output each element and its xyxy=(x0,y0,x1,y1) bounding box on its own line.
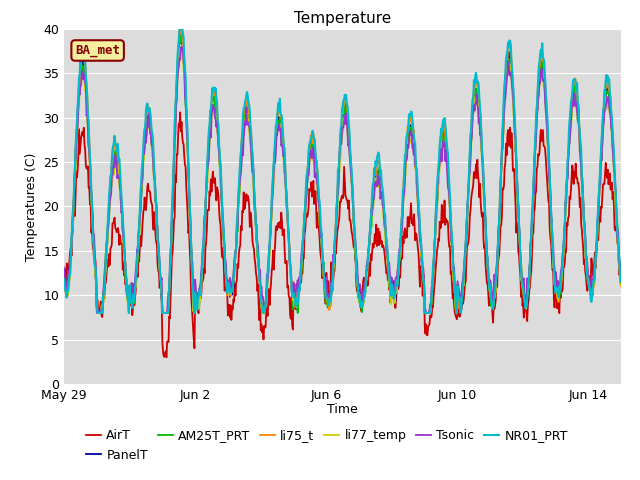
li77_temp xyxy=(60,275,68,281)
AirT xyxy=(397,259,404,264)
Y-axis label: Temperatures (C): Temperatures (C) xyxy=(25,152,38,261)
li77_temp xyxy=(173,77,181,83)
li75_t xyxy=(617,283,625,289)
li77_temp xyxy=(617,282,625,288)
AM25T_PRT xyxy=(60,276,68,282)
NR01_PRT xyxy=(350,215,358,220)
Line: AM25T_PRT: AM25T_PRT xyxy=(64,34,621,313)
AirT xyxy=(350,244,358,250)
li77_temp xyxy=(350,218,358,224)
li77_temp xyxy=(124,302,132,308)
Tsonic xyxy=(173,77,181,83)
AirT xyxy=(135,259,143,264)
Line: li77_temp: li77_temp xyxy=(64,48,621,313)
Tsonic xyxy=(487,281,495,287)
Tsonic xyxy=(124,295,132,301)
PanelT xyxy=(93,310,101,316)
NR01_PRT xyxy=(617,279,625,285)
AM25T_PRT xyxy=(93,310,101,316)
li77_temp xyxy=(397,234,404,240)
Text: BA_met: BA_met xyxy=(75,44,120,57)
li77_temp xyxy=(93,310,101,316)
PanelT xyxy=(60,276,68,281)
NR01_PRT xyxy=(93,310,101,316)
NR01_PRT xyxy=(173,56,181,61)
AirT xyxy=(173,152,181,157)
li75_t xyxy=(124,303,132,309)
PanelT xyxy=(617,280,625,286)
li77_temp xyxy=(176,45,184,51)
AirT xyxy=(163,354,170,360)
AirT xyxy=(176,109,184,115)
li77_temp xyxy=(136,222,143,228)
NR01_PRT xyxy=(124,299,132,305)
PanelT xyxy=(173,70,181,75)
AM25T_PRT xyxy=(350,219,358,225)
Title: Temperature: Temperature xyxy=(294,11,391,26)
NR01_PRT xyxy=(60,276,68,282)
AM25T_PRT xyxy=(617,282,625,288)
AM25T_PRT xyxy=(124,302,132,308)
Tsonic xyxy=(93,310,100,316)
AM25T_PRT xyxy=(173,70,181,75)
NR01_PRT xyxy=(487,293,495,299)
AM25T_PRT xyxy=(397,244,404,250)
li75_t xyxy=(177,26,185,32)
li75_t xyxy=(93,310,101,316)
Line: NR01_PRT: NR01_PRT xyxy=(64,29,621,313)
Line: AirT: AirT xyxy=(64,112,621,357)
AirT xyxy=(617,267,625,273)
AirT xyxy=(60,267,68,273)
Tsonic xyxy=(397,240,404,245)
AM25T_PRT xyxy=(179,31,186,36)
Legend: AirT, PanelT, AM25T_PRT, li75_t, li77_temp, Tsonic, NR01_PRT: AirT, PanelT, AM25T_PRT, li75_t, li77_te… xyxy=(81,424,573,467)
PanelT xyxy=(397,237,404,243)
Line: PanelT: PanelT xyxy=(64,36,621,313)
AirT xyxy=(487,298,495,304)
li75_t xyxy=(350,216,358,221)
Tsonic xyxy=(136,217,143,223)
NR01_PRT xyxy=(136,206,143,212)
AM25T_PRT xyxy=(487,303,495,309)
Tsonic xyxy=(350,213,358,218)
Line: Tsonic: Tsonic xyxy=(64,47,621,313)
PanelT xyxy=(487,291,495,297)
li75_t xyxy=(173,59,181,65)
NR01_PRT xyxy=(175,26,183,32)
NR01_PRT xyxy=(397,230,404,236)
li75_t xyxy=(397,228,404,234)
Line: li75_t: li75_t xyxy=(64,29,621,313)
Tsonic xyxy=(617,273,625,278)
li75_t xyxy=(60,279,68,285)
li75_t xyxy=(136,211,143,217)
li75_t xyxy=(487,288,495,294)
Tsonic xyxy=(60,264,68,270)
PanelT xyxy=(136,214,143,220)
Tsonic xyxy=(179,44,186,50)
PanelT xyxy=(124,297,132,302)
AirT xyxy=(124,283,131,289)
AM25T_PRT xyxy=(136,211,143,216)
X-axis label: Time: Time xyxy=(327,403,358,416)
PanelT xyxy=(177,33,185,38)
PanelT xyxy=(350,219,358,225)
li77_temp xyxy=(487,292,495,298)
